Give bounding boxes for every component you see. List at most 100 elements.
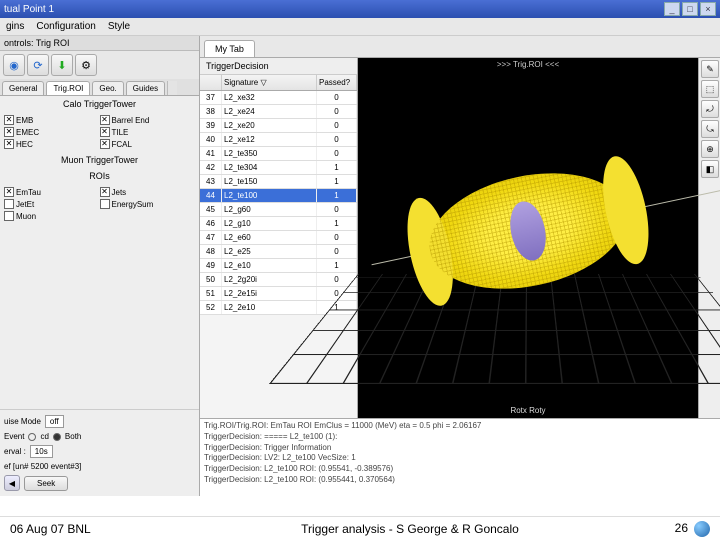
table-row[interactable]: 50L2_2g20i0 [200, 273, 357, 287]
group-title: Calo TriggerTower [0, 96, 199, 112]
rotation-label: Rotx Roty [504, 405, 551, 416]
table-row[interactable]: 47L2_e600 [200, 231, 357, 245]
table-row[interactable]: 42L2_te3041 [200, 161, 357, 175]
interval-select[interactable]: 10s [30, 445, 53, 458]
checkbox[interactable] [4, 139, 14, 149]
checkbox[interactable] [4, 187, 14, 197]
tool-icon[interactable]: ◧ [701, 160, 719, 178]
cell-num: 37 [200, 91, 222, 104]
col-passed[interactable]: Passed? [317, 75, 357, 90]
checkbox-label: EnergySum [112, 200, 154, 209]
checkbox[interactable] [100, 139, 110, 149]
tool-icon[interactable]: ⤿ [701, 120, 719, 138]
table-title: TriggerDecision [206, 61, 269, 71]
checkbox[interactable] [100, 115, 110, 125]
cruise-select[interactable]: off [45, 415, 64, 428]
right-area: My Tab TriggerDecision Signature ▽ Passe… [200, 36, 720, 496]
tab-scroll[interactable] [167, 81, 177, 95]
checkbox-item[interactable]: EnergySum [100, 198, 196, 210]
checkbox-item[interactable]: TILE [100, 126, 196, 138]
table-row[interactable]: 44L2_te1001 [200, 189, 357, 203]
table-row[interactable]: 37L2_xe320 [200, 91, 357, 105]
seek-button[interactable]: Seek [24, 476, 68, 491]
checkbox[interactable] [100, 187, 110, 197]
menu-item[interactable]: gins [6, 21, 24, 32]
checkbox-label: TILE [112, 128, 129, 137]
cell-sig: L2_e60 [222, 231, 317, 244]
window-title: tual Point 1 [4, 4, 54, 15]
checkbox-item[interactable]: EMEC [4, 126, 100, 138]
checkbox[interactable] [4, 127, 14, 137]
checkbox[interactable] [4, 199, 14, 209]
checkbox[interactable] [100, 199, 110, 209]
table-row[interactable]: 49L2_e101 [200, 259, 357, 273]
log-line: Trig.ROI/Trig.ROI: EmTau ROI EmClus = 11… [204, 421, 716, 432]
tool-icon[interactable]: ⤾ [701, 100, 719, 118]
tool-button[interactable]: ⚙ [75, 54, 97, 76]
col-num[interactable] [200, 75, 222, 90]
cell-passed: 1 [317, 161, 357, 174]
cell-sig: L2_xe12 [222, 133, 317, 146]
checkbox-item[interactable]: Jets [100, 186, 196, 198]
footer-center: Trigger analysis - S George & R Goncalo [170, 522, 650, 536]
left-tab[interactable]: Trig.ROI [46, 81, 90, 95]
tool-button[interactable]: ⟳ [27, 54, 49, 76]
table-head: Signature ▽ Passed? [200, 75, 357, 91]
cell-sig: L2_xe32 [222, 91, 317, 104]
maximize-button[interactable]: □ [682, 2, 698, 16]
radio[interactable] [53, 433, 61, 441]
minimize-button[interactable]: _ [664, 2, 680, 16]
menu-item[interactable]: Configuration [36, 21, 95, 32]
radio[interactable] [28, 433, 36, 441]
table-header: TriggerDecision [200, 58, 357, 75]
checkbox[interactable] [4, 115, 14, 125]
cell-passed: 1 [317, 175, 357, 188]
controls-label: ontrols: Trig ROI [0, 36, 199, 51]
table-row[interactable]: 48L2_e250 [200, 245, 357, 259]
table-row[interactable]: 43L2_te1501 [200, 175, 357, 189]
log-panel: Trig.ROI/Trig.ROI: EmTau ROI EmClus = 11… [200, 418, 720, 496]
table-row[interactable]: 46L2_g101 [200, 217, 357, 231]
cell-passed: 0 [317, 147, 357, 160]
log-line: TriggerDecision: Trigger Information [204, 443, 716, 454]
checkbox-item[interactable]: Muon [4, 210, 100, 222]
checkbox[interactable] [4, 211, 14, 221]
main-tab[interactable]: My Tab [204, 40, 255, 57]
checkbox-item[interactable]: HEC [4, 138, 100, 150]
left-tab[interactable]: Guides [126, 81, 165, 95]
cell-sig: L2_te100 [222, 189, 317, 202]
tool-icon[interactable]: ✎ [701, 60, 719, 78]
close-button[interactable]: × [700, 2, 716, 16]
checkbox-item[interactable]: FCAL [100, 138, 196, 150]
checkbox[interactable] [100, 127, 110, 137]
3d-viewport[interactable]: >>> Trig.ROI <<< Rotx Roty [358, 58, 698, 418]
checkbox-item[interactable]: JetEt [4, 198, 100, 210]
cell-sig: L2_g10 [222, 217, 317, 230]
status-text: ef [un# 5200 event#3] [4, 462, 81, 471]
table-row[interactable]: 40L2_xe120 [200, 133, 357, 147]
tool-icon[interactable]: ⬚ [701, 80, 719, 98]
slide-footer: 06 Aug 07 BNL Trigger analysis - S Georg… [0, 516, 720, 540]
table-row[interactable]: 45L2_g600 [200, 203, 357, 217]
cell-passed: 0 [317, 133, 357, 146]
table-row[interactable]: 39L2_xe200 [200, 119, 357, 133]
cell-sig: L2_2e10 [222, 301, 317, 314]
checkbox-item[interactable]: EMB [4, 114, 100, 126]
menu-item[interactable]: Style [108, 21, 130, 32]
tool-button[interactable]: ⬇ [51, 54, 73, 76]
left-tab[interactable]: General [2, 81, 44, 95]
prev-button[interactable]: ◀ [4, 475, 20, 491]
table-row[interactable]: 41L2_te3500 [200, 147, 357, 161]
table-row[interactable]: 51L2_2e15i0 [200, 287, 357, 301]
table-row[interactable]: 38L2_xe240 [200, 105, 357, 119]
cell-num: 45 [200, 203, 222, 216]
tool-icon[interactable]: ⊕ [701, 140, 719, 158]
left-toolbar: ◉ ⟳ ⬇ ⚙ [0, 51, 199, 79]
checkbox-item[interactable]: EmTau [4, 186, 100, 198]
footer-right: 26 [650, 521, 710, 537]
col-sig[interactable]: Signature ▽ [222, 75, 317, 90]
left-tab[interactable]: Geo. [92, 81, 123, 95]
tool-button[interactable]: ◉ [3, 54, 25, 76]
checkbox-item[interactable]: Barrel End [100, 114, 196, 126]
left-panel: ontrols: Trig ROI ◉ ⟳ ⬇ ⚙ General Trig.R… [0, 36, 200, 496]
